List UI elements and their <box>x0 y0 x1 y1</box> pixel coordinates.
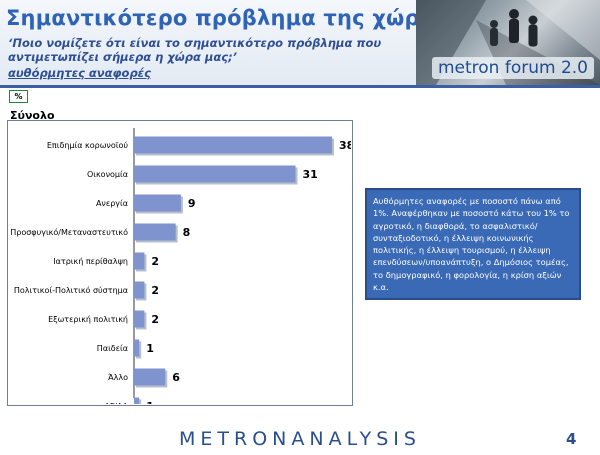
slide-header: Σημαντικότερο πρόβλημα της χώρας ‘Ποιο ν… <box>0 0 600 88</box>
footnote-box: Αυθόρμητες αναφορές με ποσοστό πάνω από … <box>365 188 581 301</box>
bar <box>134 194 181 212</box>
value-label: 1 <box>146 342 154 355</box>
forum-logo: metron forum 2.0 <box>431 57 594 79</box>
bar <box>134 165 296 183</box>
value-label: 8 <box>183 226 191 239</box>
category-label: Εξωτερική πολιτική <box>48 315 128 324</box>
value-label: 2 <box>151 255 159 268</box>
category-label: Πολιτικοί-Πολιτικό σύστημα <box>14 285 128 295</box>
category-label: Προσφυγικό/Μεταναστευτικό <box>10 227 128 237</box>
category-label: Επιδημία κορωνοϊού <box>47 140 129 150</box>
bar <box>134 136 332 154</box>
page-number: 4 <box>566 430 577 448</box>
value-label: 2 <box>151 313 159 326</box>
category-label: Ανεργία <box>96 199 128 208</box>
category-label: Ιατρική περίθαλψη <box>53 257 128 266</box>
bar <box>134 310 145 328</box>
value-label: 9 <box>188 197 196 210</box>
bar <box>134 223 176 241</box>
header-photo: metron forum 2.0 <box>416 0 600 85</box>
survey-question: ‘Ποιο νομίζετε ότι είναι το σημαντικότερ… <box>8 36 382 64</box>
footer-logo: METRONANALYSIS <box>179 428 421 450</box>
value-label: 1 <box>146 400 154 404</box>
bar <box>134 252 145 270</box>
category-label: ΔΓ/ΔΑ <box>104 402 128 404</box>
value-label: 38 <box>339 139 351 152</box>
bar <box>134 281 145 299</box>
slide-title: Σημαντικότερο πρόβλημα της χώρας <box>6 6 448 30</box>
bar <box>134 397 140 404</box>
bar-chart: Επιδημία κορωνοϊού 38 Οικονομία 31 Ανεργία 9 Π… <box>10 128 351 404</box>
percent-unit-badge: % <box>9 90 28 103</box>
category-label: Οικονομία <box>87 170 128 179</box>
chart-frame <box>7 120 353 406</box>
value-label: 6 <box>172 371 180 384</box>
category-label: Άλλο <box>108 373 128 382</box>
value-label: 31 <box>303 168 318 181</box>
bar <box>134 339 140 357</box>
spontaneous-mentions-note: αυθόρμητες αναφορές <box>8 66 151 80</box>
bar <box>134 368 166 386</box>
value-label: 2 <box>151 284 159 297</box>
category-label: Παιδεία <box>97 344 128 353</box>
chart-subtitle: Σύνολο <box>10 109 55 122</box>
